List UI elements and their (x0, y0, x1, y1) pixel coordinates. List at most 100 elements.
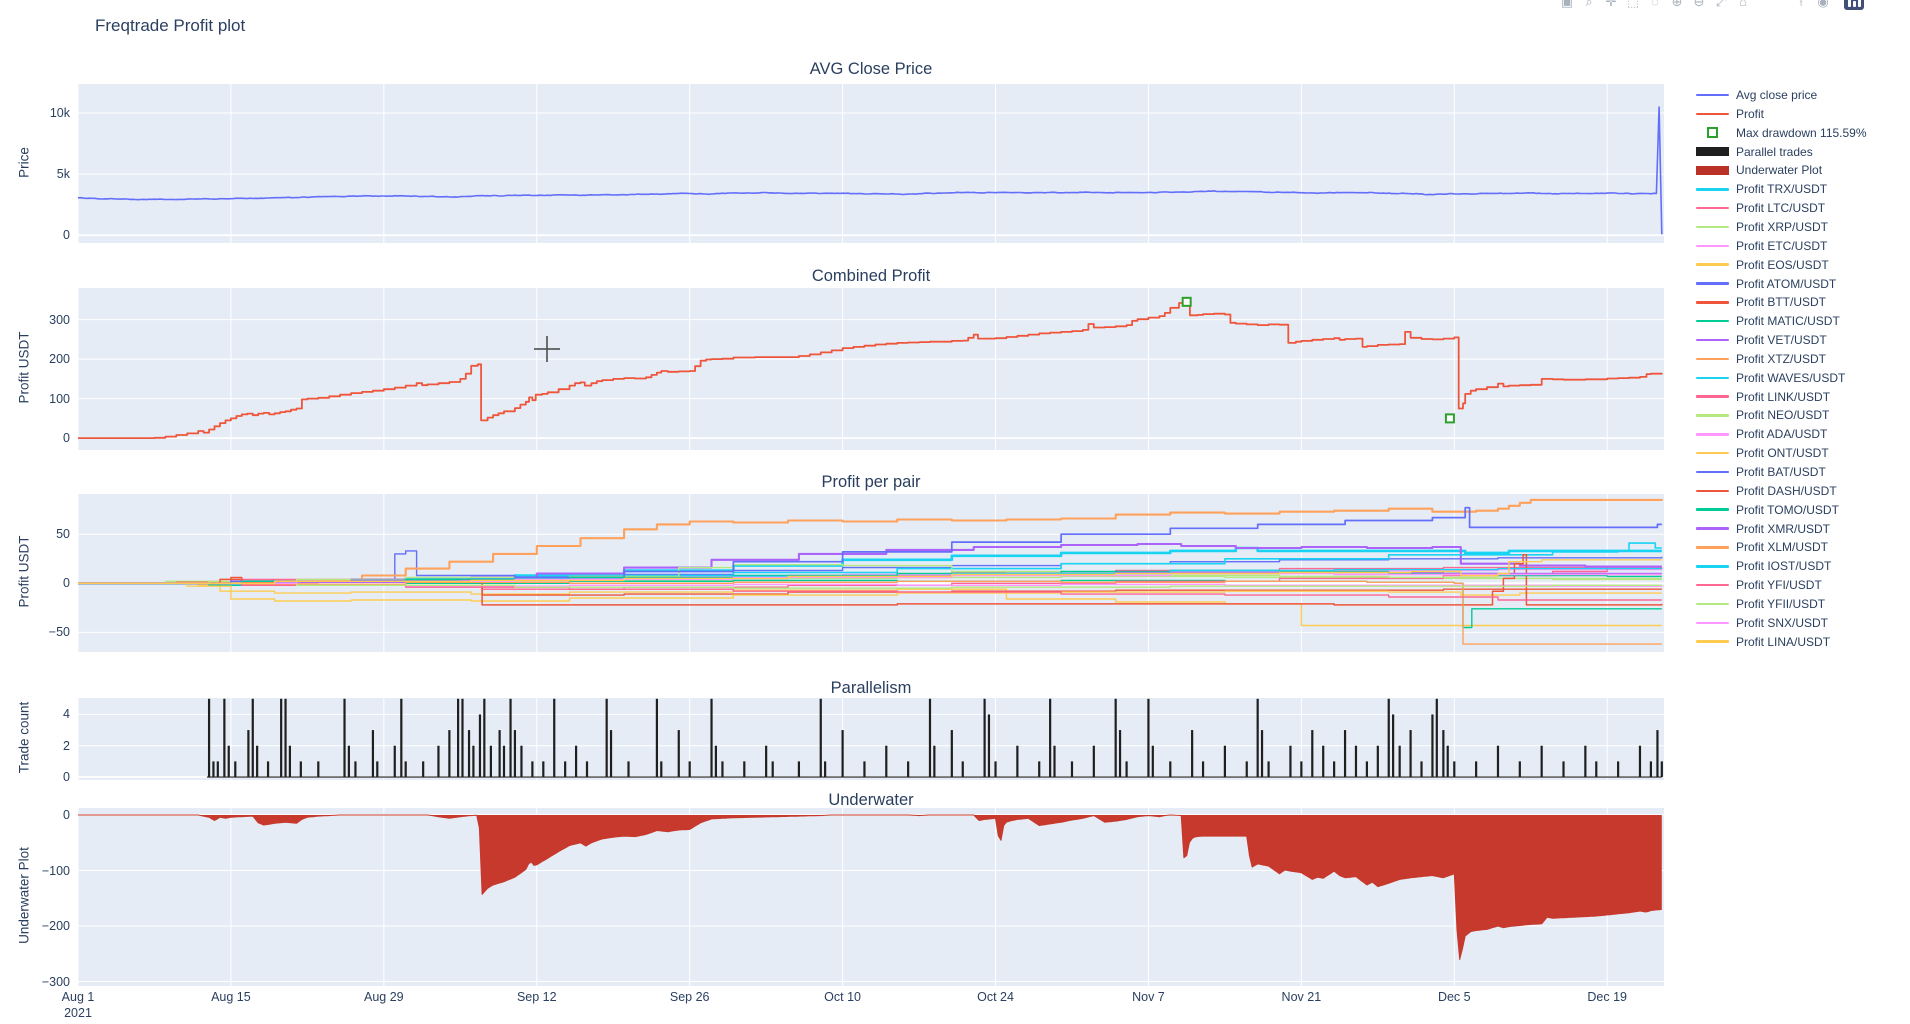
camera-icon[interactable]: ▣ (1560, 0, 1574, 9)
y-tick-label: 300 (49, 312, 70, 327)
plotly-modebar: ▣ ⌕ ✛ ⬚ ◌ ⊕ ⊖ ⤢ ⌂ ⟊ ◉ (1556, 0, 1864, 12)
plot-parallelism[interactable] (77, 698, 1664, 780)
legend-swatch-icon (1696, 376, 1729, 379)
zoom-out-icon[interactable]: ⊖ (1693, 0, 1705, 9)
legend-swatch-icon (1696, 451, 1729, 455)
legend-item-profit-bat-usdt[interactable]: Profit BAT/USDT (1696, 463, 1826, 481)
legend-swatch-icon (1696, 112, 1729, 116)
legend-item-max-drawdown-115-59-[interactable]: Max drawdown 115.59% (1696, 124, 1867, 142)
plotly-logo[interactable] (1844, 0, 1864, 10)
max-drawdown-swatch-icon (1696, 127, 1729, 139)
legend-swatch-icon (1696, 433, 1729, 436)
legend-swatch-icon (1696, 621, 1729, 625)
legend-item-profit-xlm-usdt[interactable]: Profit XLM/USDT (1696, 538, 1828, 556)
legend-item-profit-ada-usdt[interactable]: Profit ADA/USDT (1696, 425, 1827, 443)
legend-swatch-icon (1696, 188, 1729, 191)
plot-canvas-combined_profit (77, 288, 1664, 450)
legend-item-label: Profit VET/USDT (1736, 333, 1827, 348)
legend-item-label: Profit YFII/USDT (1736, 596, 1826, 611)
legend-item-profit-xmr-usdt[interactable]: Profit XMR/USDT (1696, 520, 1830, 538)
legend-swatch-icon (1696, 414, 1729, 417)
series-profit-ont-usdt (78, 582, 1662, 602)
plot-combined_profit[interactable] (77, 288, 1664, 450)
pan-icon[interactable]: ✛ (1605, 0, 1617, 9)
legend-swatch-icon (1696, 206, 1729, 210)
legend-swatch-icon (1696, 489, 1729, 493)
series-profit-xtz-usdt (78, 498, 1663, 585)
page-title: Freqtrade Profit plot (95, 16, 246, 35)
legend-item-label: Profit XMR/USDT (1736, 521, 1831, 536)
legend-item-label: Profit IOST/USDT (1736, 559, 1832, 574)
legend-swatch-icon (1696, 263, 1729, 266)
legend-item-profit-ont-usdt[interactable]: Profit ONT/USDT (1696, 444, 1829, 462)
legend-swatch-icon (1696, 319, 1729, 323)
legend-item-profit-etc-usdt[interactable]: Profit ETC/USDT (1696, 237, 1827, 255)
legend-item-label: Profit SNX/USDT (1736, 615, 1829, 630)
legend-item-label: Profit YFI/USDT (1736, 578, 1822, 593)
legend-item-label: Profit EOS/USDT (1736, 257, 1829, 272)
legend-item-profit-snx-usdt[interactable]: Profit SNX/USDT (1696, 614, 1828, 632)
legend-swatch-icon (1696, 244, 1729, 248)
legend-item-profit-yfii-usdt[interactable]: Profit YFII/USDT (1696, 595, 1825, 613)
legend-item-profit-eos-usdt[interactable]: Profit EOS/USDT (1696, 256, 1829, 274)
y-tick-label: 200 (49, 352, 70, 367)
legend-item-profit-iost-usdt[interactable]: Profit IOST/USDT (1696, 557, 1831, 575)
reset-axes-icon[interactable]: ⌂ (1739, 0, 1747, 9)
zoom-in-icon[interactable]: ⊕ (1671, 0, 1683, 9)
legend-swatch-icon (1696, 147, 1729, 157)
legend-item-profit-matic-usdt[interactable]: Profit MATIC/USDT (1696, 312, 1840, 330)
plot-profit_per_pair[interactable] (77, 494, 1664, 652)
legend-item-profit-xtz-usdt[interactable]: Profit XTZ/USDT (1696, 350, 1826, 368)
legend-swatch-icon (1696, 357, 1729, 361)
legend-item-label: Profit XTZ/USDT (1736, 351, 1827, 366)
legend-item-profit-btt-usdt[interactable]: Profit BTT/USDT (1696, 293, 1826, 311)
legend-item-label: Profit ONT/USDT (1736, 446, 1829, 461)
lasso-select-icon[interactable]: ◌ (1651, 0, 1659, 9)
legend-item-label: Profit ETC/USDT (1736, 238, 1828, 253)
max-drawdown-marker (1181, 296, 1192, 307)
legend-item-label: Profit MATIC/USDT (1736, 314, 1840, 329)
legend-item-avg-close-price[interactable]: Avg close price (1696, 86, 1817, 104)
legend-item-profit-waves-usdt[interactable]: Profit WAVES/USDT (1696, 369, 1845, 387)
series-avg-close-price (77, 106, 1663, 235)
box-select-icon[interactable]: ⬚ (1626, 0, 1640, 9)
plot-underwater[interactable] (77, 808, 1664, 986)
y-tick-label: 0 (63, 770, 70, 785)
legend-swatch-icon (1696, 546, 1729, 549)
autoscale-icon[interactable]: ⤢ (1715, 0, 1727, 9)
legend-swatch-icon (1696, 225, 1729, 229)
legend-item-profit-tomo-usdt[interactable]: Profit TOMO/USDT (1696, 501, 1839, 519)
subplot-title-profit_per_pair: Profit per pair (821, 473, 921, 491)
legend-swatch-icon (1696, 640, 1729, 643)
legend-item-underwater-plot[interactable]: Underwater Plot (1696, 161, 1822, 179)
y-axis-title-avg_close_price: Price (16, 146, 32, 178)
legend-item-parallel-trades[interactable]: Parallel trades (1696, 143, 1813, 161)
series-profit-btt-usdt (78, 576, 1662, 596)
plot-canvas-underwater (77, 808, 1664, 986)
legend-item-profit-ltc-usdt[interactable]: Profit LTC/USDT (1696, 199, 1825, 217)
legend-item-profit-neo-usdt[interactable]: Profit NEO/USDT (1696, 406, 1829, 424)
legend-item-label: Avg close price (1736, 88, 1818, 102)
legend-item-profit-trx-usdt[interactable]: Profit TRX/USDT (1696, 180, 1827, 198)
legend-item-profit-dash-usdt[interactable]: Profit DASH/USDT (1696, 482, 1837, 500)
x-tick-year-label: 2021 (64, 1006, 92, 1020)
legend-item-profit-lina-usdt[interactable]: Profit LINA/USDT (1696, 633, 1830, 651)
y-tick-label: −100 (41, 863, 70, 878)
plot-canvas-avg_close_price (77, 84, 1664, 243)
legend-item-profit-atom-usdt[interactable]: Profit ATOM/USDT (1696, 275, 1836, 293)
legend-item-profit-yfi-usdt[interactable]: Profit YFI/USDT (1696, 576, 1822, 594)
legend-item-profit-link-usdt[interactable]: Profit LINK/USDT (1696, 388, 1830, 406)
legend-item-label: Underwater Plot (1736, 163, 1823, 178)
toggle-spikelines-icon[interactable]: ⟊ (1799, 0, 1803, 9)
subplot-title-parallelism: Parallelism (830, 679, 912, 697)
zoom-icon[interactable]: ⌕ (1585, 0, 1593, 9)
plot-avg_close_price[interactable] (77, 84, 1664, 243)
legend-item-profit-xrp-usdt[interactable]: Profit XRP/USDT (1696, 218, 1828, 236)
legend-item-profit[interactable]: Profit (1696, 105, 1764, 123)
hover-closest-icon[interactable]: ◉ (1817, 0, 1829, 9)
legend-item-profit-vet-usdt[interactable]: Profit VET/USDT (1696, 331, 1827, 349)
legend-item-label: Profit NEO/USDT (1736, 408, 1830, 423)
x-tick-label: Aug 1 (61, 990, 95, 1004)
y-tick-label: 0 (63, 576, 70, 591)
legend-item-label: Profit (1736, 106, 1765, 121)
